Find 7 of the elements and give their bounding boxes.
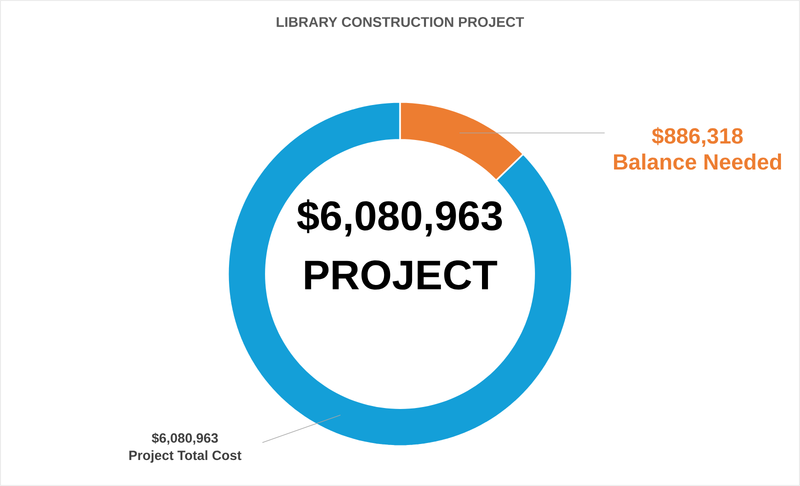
data-label: $886,318 [652, 127, 743, 147]
slice-label: Project Total Cost [129, 450, 242, 463]
data-label: $6,080,963 [152, 432, 218, 445]
chart-title: LIBRARY CONSTRUCTION PROJECT [276, 17, 524, 27]
slice-label: Balance Needed [614, 154, 782, 170]
text: $6,080,963 [297, 199, 502, 236]
text: PROJECT [305, 260, 498, 290]
